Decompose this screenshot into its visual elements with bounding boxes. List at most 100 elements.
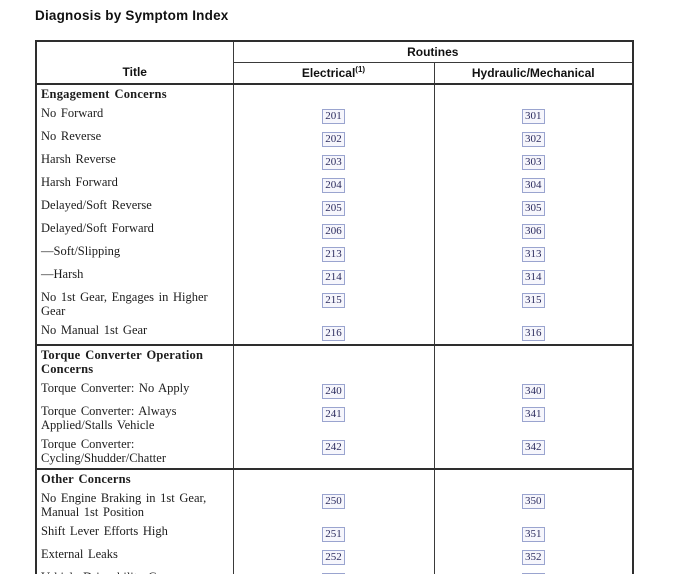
table-row: Harsh Forward 204 304	[36, 173, 633, 196]
electrical-routine-link[interactable]: 215	[322, 293, 345, 308]
electrical-routine-link[interactable]: 205	[322, 201, 345, 216]
hydraulic-routine-link[interactable]: 351	[522, 527, 545, 542]
table-row: No 1st Gear, Engages in Higher Gear 215 31…	[36, 288, 633, 321]
hydraulic-routine-link[interactable]: 301	[522, 109, 545, 124]
table-row: Vehicle Driveability Concerns 253353	[36, 568, 633, 574]
electrical-routine-link[interactable]: 204	[322, 178, 345, 193]
table-row: No Engine Braking in 1st Gear, Manual 1s…	[36, 489, 633, 522]
row-title: Shift Lever Efforts High	[41, 524, 168, 538]
electrical-routine-link[interactable]: 203	[322, 155, 345, 170]
footnote-marker: (1)	[355, 65, 366, 74]
hydraulic-routine-link[interactable]: 342	[522, 440, 545, 455]
electrical-routine-link[interactable]: 213	[322, 247, 345, 262]
row-title: No 1st Gear, Engages in Higher Gear	[41, 290, 208, 318]
table-row: Delayed/Soft Reverse 205 305	[36, 196, 633, 219]
hydraulic-routine-cell: 302	[433, 127, 633, 150]
table-row: Harsh Reverse 203 303	[36, 150, 633, 173]
empty-cell	[433, 83, 633, 104]
hydraulic-routine-cell: 316	[433, 321, 633, 345]
electrical-routine-link[interactable]: 202	[322, 132, 345, 147]
hydraulic-routine-link[interactable]: 304	[522, 178, 545, 193]
hydraulic-routine-link[interactable]: 315	[522, 293, 545, 308]
row-title: Torque Converter: Always Applied/Stalls …	[41, 404, 177, 432]
empty-cell	[433, 468, 633, 489]
row-title: Harsh Reverse	[41, 152, 116, 166]
electrical-routine-link[interactable]: 252	[322, 550, 345, 565]
hydraulic-routine-cell: 353	[433, 568, 633, 574]
electrical-routine-cell: 204	[232, 173, 434, 196]
electrical-routine-cell: 240	[232, 379, 434, 402]
hydraulic-routine-link[interactable]: 305	[522, 201, 545, 216]
hydraulic-routine-link[interactable]: 340	[522, 384, 545, 399]
hydraulic-routine-cell: 305	[433, 196, 633, 219]
row-title: Delayed/Soft Forward	[41, 221, 154, 235]
hydraulic-routine-cell: 340	[433, 379, 633, 402]
section-heading: Torque Converter Operation Concerns	[41, 348, 204, 376]
table-row: External Leaks 252 352	[36, 545, 633, 568]
row-title: No Forward	[41, 106, 104, 120]
electrical-routine-link[interactable]: 240	[322, 384, 345, 399]
electrical-routine-link[interactable]: 206	[322, 224, 345, 239]
hydraulic-routine-link[interactable]: 316	[522, 326, 545, 341]
electrical-routine-cell: 253	[232, 568, 434, 574]
column-header-electrical: Electrical(1)	[232, 62, 434, 85]
electrical-routine-cell: 242	[232, 435, 434, 469]
electrical-routine-cell: 206	[232, 219, 434, 242]
hydraulic-routine-cell: 303	[433, 150, 633, 173]
electrical-routine-link[interactable]: 214	[322, 270, 345, 285]
empty-cell	[232, 83, 434, 104]
row-title: —Harsh	[41, 267, 84, 281]
column-header-title: Title	[122, 65, 147, 79]
row-title: Vehicle Driveability Concerns	[41, 570, 195, 574]
electrical-routine-link[interactable]: 250	[322, 494, 345, 509]
hydraulic-routine-cell: 342	[433, 435, 633, 469]
hydraulic-routine-link[interactable]: 306	[522, 224, 545, 239]
electrical-routine-cell: 203	[232, 150, 434, 173]
electrical-routine-link[interactable]: 251	[322, 527, 345, 542]
table-row: No Manual 1st Gear 216 316	[36, 321, 633, 345]
row-title: External Leaks	[41, 547, 118, 561]
header-row-routines: Title Routines	[36, 41, 633, 79]
electrical-routine-cell: 216	[232, 321, 434, 345]
table-row: Torque Converter: Always Applied/Stalls …	[36, 402, 633, 435]
row-title: —Soft/Slipping	[41, 244, 121, 258]
electrical-routine-cell: 215	[232, 288, 434, 321]
table-row: Torque Converter: Cycling/Shudder/Chatte…	[36, 435, 633, 469]
electrical-routine-link[interactable]: 216	[322, 326, 345, 341]
hydraulic-routine-cell: 306	[433, 219, 633, 242]
hydraulic-routine-link[interactable]: 313	[522, 247, 545, 262]
section-heading: Other Concerns	[41, 472, 131, 486]
column-header-routines: Routines	[232, 41, 633, 63]
hydraulic-routine-cell: 352	[433, 545, 633, 568]
hydraulic-routine-cell: 301	[433, 104, 633, 127]
table-row: Shift Lever Efforts High 251 351	[36, 522, 633, 545]
row-title: Harsh Forward	[41, 175, 118, 189]
row-title: Torque Converter: No Apply	[41, 381, 190, 395]
table-row: No Reverse 202 302	[36, 127, 633, 150]
hydraulic-routine-link[interactable]: 350	[522, 494, 545, 509]
hydraulic-routine-link[interactable]: 303	[522, 155, 545, 170]
electrical-routine-cell: 252	[232, 545, 434, 568]
page-title: Diagnosis by Symptom Index	[35, 8, 229, 23]
hydraulic-routine-link[interactable]: 314	[522, 270, 545, 285]
table-row: Torque Converter: No Apply 240 340	[36, 379, 633, 402]
electrical-routine-cell: 213	[232, 242, 434, 265]
hydraulic-routine-link[interactable]: 302	[522, 132, 545, 147]
column-header-electrical-label: Electrical	[301, 66, 356, 80]
electrical-routine-link[interactable]: 241	[322, 407, 345, 422]
empty-cell	[433, 344, 633, 379]
row-title: Delayed/Soft Reverse	[41, 198, 152, 212]
row-title: No Manual 1st Gear	[41, 323, 148, 337]
electrical-routine-link[interactable]: 242	[322, 440, 345, 455]
section-header-row: Engagement Concerns	[36, 83, 633, 104]
table-row: —Harsh 214 314	[36, 265, 633, 288]
hydraulic-routine-link[interactable]: 341	[522, 407, 545, 422]
hydraulic-routine-cell: 315	[433, 288, 633, 321]
electrical-routine-cell: 202	[232, 127, 434, 150]
hydraulic-routine-link[interactable]: 352	[522, 550, 545, 565]
electrical-routine-link[interactable]: 201	[322, 109, 345, 124]
symptom-index-table: Title Routines Electrical(1) Hydraulic/M…	[35, 40, 634, 574]
hydraulic-routine-cell: 313	[433, 242, 633, 265]
row-title: No Engine Braking in 1st Gear, Manual 1s…	[41, 491, 207, 519]
